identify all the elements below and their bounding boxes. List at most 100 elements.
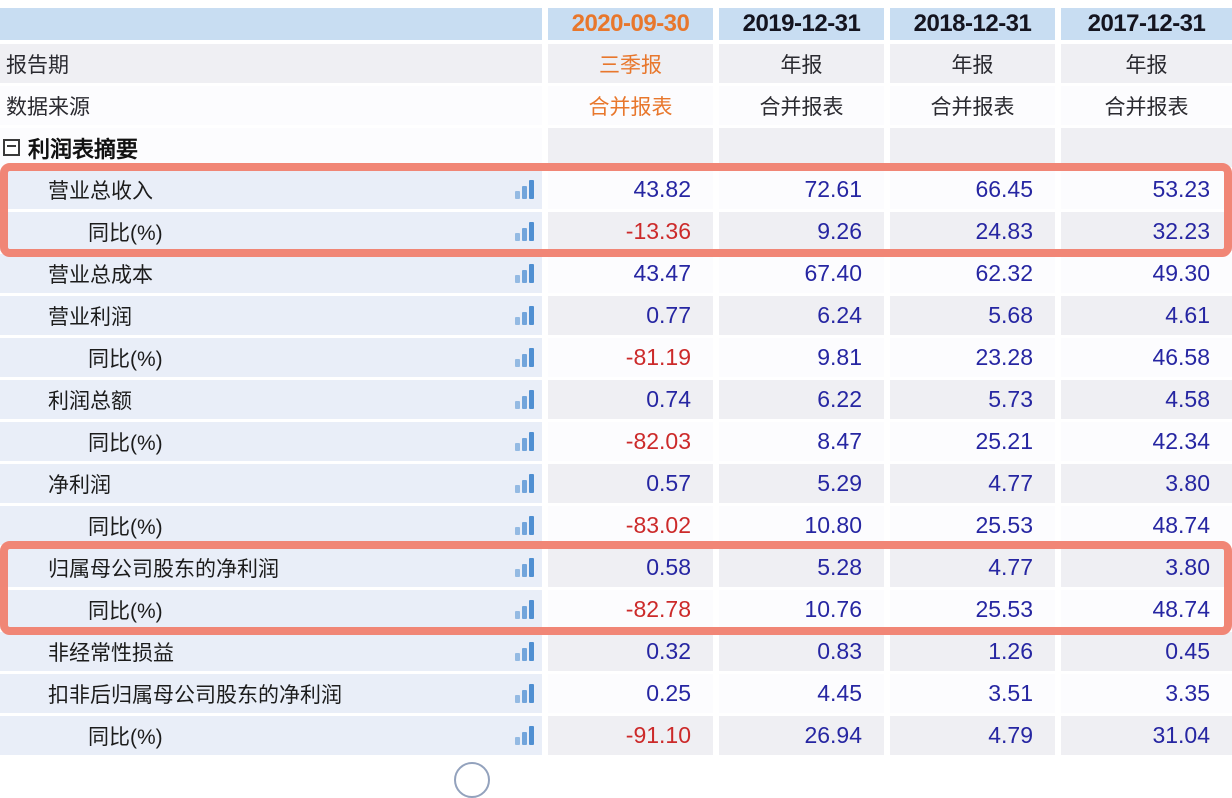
meta-value-cell: 三季报	[548, 44, 713, 83]
value-cell: -91.10	[548, 716, 713, 755]
value-text: -91.10	[625, 722, 691, 748]
value-cell: 0.57	[548, 464, 713, 503]
value-text: 49.30	[1152, 260, 1210, 286]
row-label-text: 营业总收入	[48, 179, 153, 203]
value-text: 9.26	[817, 218, 862, 244]
value-text: 25.21	[975, 428, 1033, 454]
meta-row-label: 报告期	[0, 44, 542, 83]
value-cell: 0.58	[548, 548, 713, 587]
table-row: 扣非后归属母公司股东的净利润 0.25 4.45 3.51 3.35	[0, 674, 1232, 713]
value-text: 4.45	[817, 680, 862, 706]
section-empty-cell	[548, 128, 713, 167]
header-date-2020: 2020-09-30	[548, 8, 713, 40]
meta-label-text: 数据来源	[6, 95, 90, 119]
row-label-cell: 营业利润	[0, 296, 542, 335]
value-cell: 5.73	[890, 380, 1055, 419]
value-text: 5.29	[817, 470, 862, 496]
table-row: 营业利润 0.77 6.24 5.68 4.61	[0, 296, 1232, 335]
value-text: 4.58	[1165, 386, 1210, 412]
value-text: 4.77	[988, 470, 1033, 496]
table-row: 营业总收入 43.82 72.61 66.45 53.23	[0, 170, 1232, 209]
value-cell: 23.28	[890, 338, 1055, 377]
value-text: 4.61	[1165, 302, 1210, 328]
collapse-minus-box-icon[interactable]	[3, 139, 20, 156]
value-text: 3.80	[1165, 554, 1210, 580]
row-label-text: 同比(%)	[88, 347, 163, 371]
value-text: 43.82	[633, 176, 691, 202]
value-text: 0.57	[646, 470, 691, 496]
value-cell: 5.28	[719, 548, 884, 587]
mini-bar-chart-icon[interactable]	[515, 516, 534, 535]
row-label-text: 同比(%)	[88, 221, 163, 245]
value-cell: 3.80	[1061, 548, 1232, 587]
value-cell: 0.83	[719, 632, 884, 671]
table-row: 非经常性损益 0.32 0.83 1.26 0.45	[0, 632, 1232, 671]
financial-table: 2020-09-30 2019-12-31 2018-12-31 2017-12…	[0, 8, 1232, 755]
meta-value-text: 年报	[1125, 53, 1168, 77]
mini-bar-chart-icon[interactable]	[515, 264, 534, 283]
section-empty-cell	[719, 128, 884, 167]
section-header-row: 利润表摘要	[0, 128, 1232, 167]
mini-bar-chart-icon[interactable]	[515, 726, 534, 745]
value-cell: 1.26	[890, 632, 1055, 671]
meta-value-cell: 合并报表	[548, 86, 713, 125]
value-text: 0.45	[1165, 638, 1210, 664]
value-text: 10.76	[804, 596, 862, 622]
value-cell: 43.82	[548, 170, 713, 209]
table-row: 利润总额 0.74 6.22 5.73 4.58	[0, 380, 1232, 419]
mini-bar-chart-icon[interactable]	[515, 684, 534, 703]
value-text: 0.77	[646, 302, 691, 328]
value-text: 48.74	[1152, 512, 1210, 538]
value-text: 5.28	[817, 554, 862, 580]
value-text: 23.28	[975, 344, 1033, 370]
header-date-2017: 2017-12-31	[1061, 8, 1232, 40]
value-cell: 26.94	[719, 716, 884, 755]
loader-arc-icon	[454, 762, 490, 798]
value-cell: 3.51	[890, 674, 1055, 713]
value-text: 42.34	[1152, 428, 1210, 454]
mini-bar-chart-icon[interactable]	[515, 642, 534, 661]
section-title: 利润表摘要	[28, 136, 139, 162]
row-label-text: 非经常性损益	[48, 641, 174, 665]
value-text: 4.79	[988, 722, 1033, 748]
meta-value-text: 合并报表	[1104, 95, 1189, 119]
mini-bar-chart-icon[interactable]	[515, 600, 534, 619]
value-cell: -82.03	[548, 422, 713, 461]
row-label-cell: 同比(%)	[0, 506, 542, 545]
value-cell: -81.19	[548, 338, 713, 377]
meta-label-text: 报告期	[6, 53, 69, 77]
mini-bar-chart-icon[interactable]	[515, 432, 534, 451]
mini-bar-chart-icon[interactable]	[515, 348, 534, 367]
value-text: 72.61	[804, 176, 862, 202]
value-text: 4.77	[988, 554, 1033, 580]
value-text: -83.02	[625, 512, 691, 538]
mini-bar-chart-icon[interactable]	[515, 180, 534, 199]
mini-bar-chart-icon[interactable]	[515, 306, 534, 325]
value-cell: 4.77	[890, 548, 1055, 587]
table-row: 同比(%) -82.03 8.47 25.21 42.34	[0, 422, 1232, 461]
table-row: 同比(%) -13.36 9.26 24.83 32.23	[0, 212, 1232, 251]
value-cell: 0.74	[548, 380, 713, 419]
meta-value-cell: 年报	[890, 44, 1055, 83]
row-label-cell: 归属母公司股东的净利润	[0, 548, 542, 587]
value-cell: 6.22	[719, 380, 884, 419]
value-cell: -82.78	[548, 590, 713, 629]
value-text: 25.53	[975, 512, 1033, 538]
value-cell: 72.61	[719, 170, 884, 209]
value-text: 62.32	[975, 260, 1033, 286]
value-text: -81.19	[625, 344, 691, 370]
value-text: 10.80	[804, 512, 862, 538]
mini-bar-chart-icon[interactable]	[515, 474, 534, 493]
section-empty-cell	[890, 128, 1055, 167]
value-text: 9.81	[817, 344, 862, 370]
value-cell: 24.83	[890, 212, 1055, 251]
value-text: -82.03	[625, 428, 691, 454]
mini-bar-chart-icon[interactable]	[515, 558, 534, 577]
row-label-text: 同比(%)	[88, 725, 163, 749]
mini-bar-chart-icon[interactable]	[515, 390, 534, 409]
value-cell: 8.47	[719, 422, 884, 461]
value-text: 0.74	[646, 386, 691, 412]
meta-value-text: 三季报	[599, 53, 662, 77]
value-cell: 9.26	[719, 212, 884, 251]
mini-bar-chart-icon[interactable]	[515, 222, 534, 241]
